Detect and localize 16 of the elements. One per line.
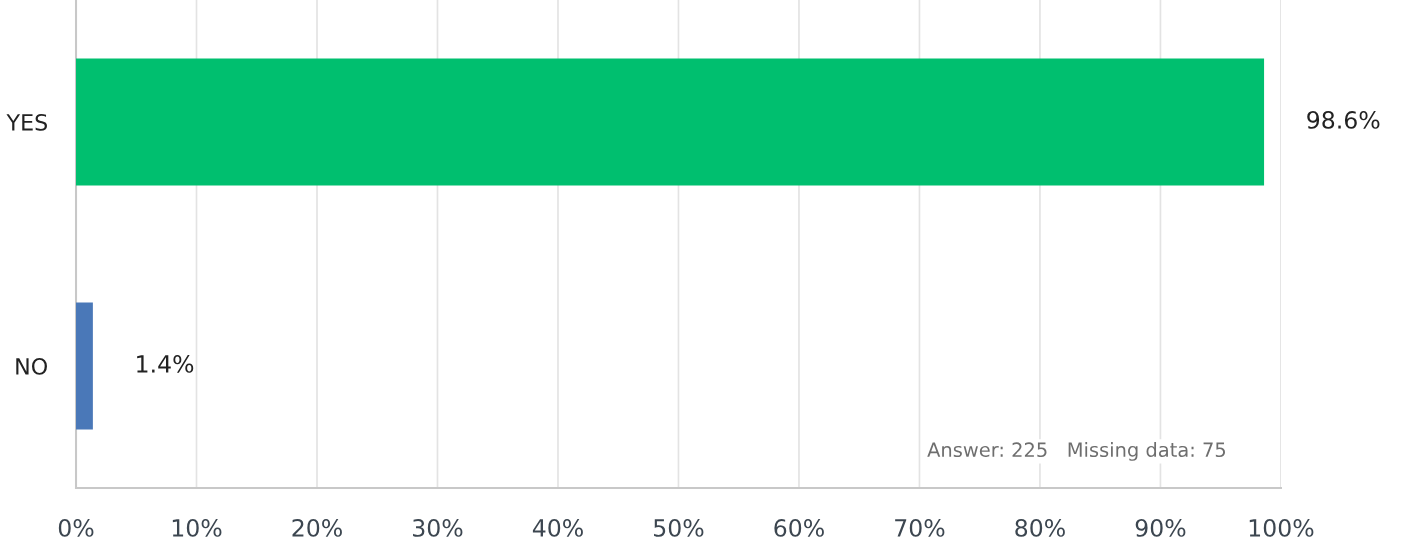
x-tick-label: 70% — [895, 518, 945, 537]
x-tick-label: 100% — [1249, 518, 1314, 537]
y-tick-label: NO — [16, 357, 47, 375]
y-tick-label: YES — [6, 113, 47, 131]
x-tick-label: 40% — [532, 518, 583, 537]
x-tick-label: 50% — [654, 518, 704, 537]
x-tick-label: 30% — [413, 518, 463, 537]
data-label: 98.6% — [1307, 110, 1380, 129]
x-tick-label: 10% — [172, 518, 222, 537]
annotation: Answer: 225 Missing data: 75 — [927, 442, 1226, 461]
data-label: 1.4% — [137, 355, 194, 373]
x-tick-label: 20% — [292, 518, 342, 537]
x-tick-label: 90% — [1135, 518, 1186, 537]
x-tick-label: 80% — [1015, 518, 1065, 537]
x-tick-label: 60% — [774, 518, 824, 537]
x-tick-label: 0% — [58, 518, 94, 537]
